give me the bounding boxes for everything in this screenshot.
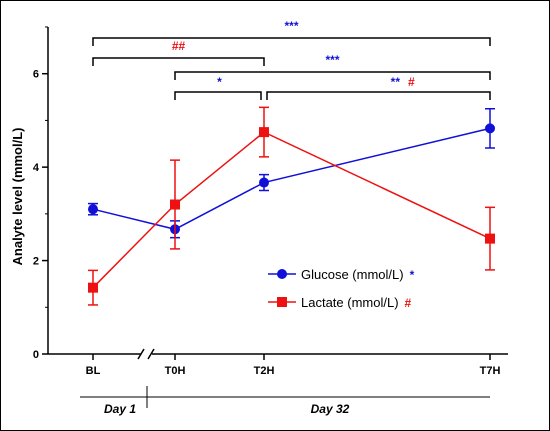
significance-label: **	[391, 75, 401, 89]
significance-bracket: ##	[92, 39, 265, 66]
data-point	[259, 127, 269, 138]
legend-symbol: #	[405, 296, 412, 310]
data-point	[259, 177, 269, 188]
data-point	[88, 204, 98, 215]
legend-label: Glucose (mmol/L)	[301, 267, 404, 282]
significance-bracket: ***	[92, 19, 491, 46]
data-point	[485, 123, 495, 134]
day-label: Day 1	[104, 402, 136, 416]
x-tick-label: T2H	[254, 365, 275, 377]
y-tick-label: 6	[33, 69, 39, 81]
significance-label: ***	[325, 53, 339, 67]
significance-bracket: ***	[174, 53, 491, 80]
bracket-line	[92, 57, 265, 66]
series-line	[92, 131, 491, 289]
series-circle	[88, 108, 495, 239]
y-tick-label: 2	[33, 256, 39, 268]
x-tick-label: BL	[86, 365, 101, 377]
significance-label: ##	[172, 39, 186, 53]
bracket-line	[174, 71, 491, 80]
legend-symbol: *	[410, 268, 415, 282]
y-axis-title: Analyte level (mmol/L)	[10, 128, 25, 266]
day-annotation: Day 1 Day 32	[80, 386, 490, 416]
legend-label: Lactate (mmol/L)	[301, 295, 399, 310]
significance-brackets: ***##**** ** #	[92, 19, 491, 100]
significance-bracket: ** #	[266, 75, 491, 100]
data-point	[88, 282, 98, 293]
x-tick-label: T7H	[480, 365, 501, 377]
legend-entry: Glucose (mmol/L) *	[268, 267, 415, 282]
series-square	[88, 106, 495, 306]
y-tick-label: 4	[33, 162, 40, 174]
day-label: Day 32	[311, 402, 350, 416]
axes: 0 2 4 6 BL T0H T2H T7H	[33, 26, 508, 377]
bracket-line	[174, 91, 262, 100]
legend-marker	[277, 297, 287, 307]
series-layer	[88, 106, 495, 306]
bracket-line	[92, 37, 491, 46]
legend-entry: Lactate (mmol/L) #	[268, 295, 412, 310]
x-tick-label: T0H	[165, 365, 186, 377]
legend-marker	[277, 269, 287, 279]
series-line	[92, 127, 491, 231]
significance-label: ***	[284, 19, 298, 33]
y-tick-label: 0	[33, 349, 39, 361]
axis-break-mark	[147, 348, 155, 360]
legend: Glucose (mmol/L) * Lactate (mmol/L) #	[268, 267, 415, 310]
significance-label: *	[217, 75, 222, 89]
data-point	[170, 199, 180, 210]
data-point	[485, 233, 495, 244]
significance-label: #	[408, 75, 415, 89]
axis-break-mark	[137, 348, 145, 360]
significance-bracket: *	[174, 75, 262, 100]
bracket-line	[266, 91, 491, 100]
